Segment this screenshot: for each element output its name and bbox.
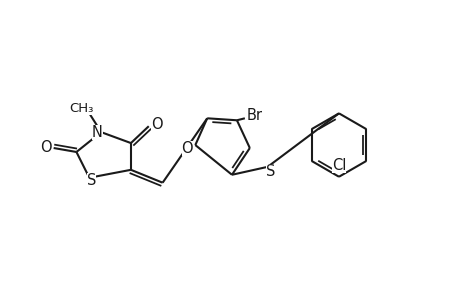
Text: Cl: Cl [331, 158, 346, 173]
Text: S: S [86, 173, 96, 188]
Text: O: O [181, 140, 193, 155]
Text: O: O [40, 140, 51, 154]
Text: Br: Br [246, 108, 262, 123]
Text: N: N [92, 125, 102, 140]
Text: S: S [265, 164, 274, 179]
Text: O: O [151, 117, 162, 132]
Text: CH₃: CH₃ [69, 102, 93, 115]
